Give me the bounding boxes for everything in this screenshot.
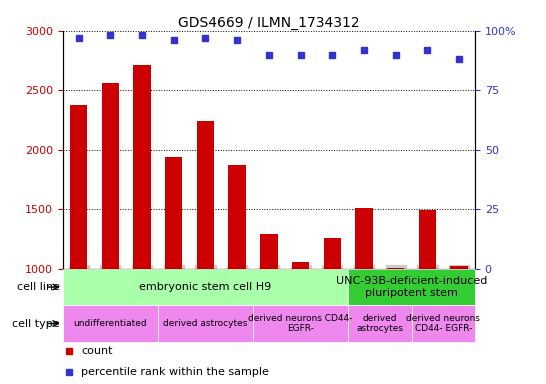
Bar bbox=[158, 305, 253, 342]
Bar bbox=[324, 238, 341, 269]
Text: count: count bbox=[81, 346, 113, 356]
Bar bbox=[355, 208, 373, 269]
Bar bbox=[253, 305, 348, 342]
Text: cell type: cell type bbox=[13, 318, 60, 329]
Text: percentile rank within the sample: percentile rank within the sample bbox=[81, 367, 269, 377]
Bar bbox=[292, 262, 310, 269]
Bar bbox=[70, 104, 87, 269]
Bar bbox=[450, 266, 468, 269]
Bar bbox=[165, 157, 182, 269]
Bar bbox=[387, 268, 405, 269]
Bar bbox=[102, 83, 119, 269]
Bar bbox=[197, 121, 214, 269]
Text: derived neurons CD44-
EGFR-: derived neurons CD44- EGFR- bbox=[248, 314, 353, 333]
Bar bbox=[63, 269, 348, 305]
Text: derived neurons
CD44- EGFR-: derived neurons CD44- EGFR- bbox=[406, 314, 480, 333]
Text: embryonic stem cell H9: embryonic stem cell H9 bbox=[139, 282, 271, 292]
Bar bbox=[419, 210, 436, 269]
Text: cell line: cell line bbox=[17, 282, 60, 292]
Text: derived astrocytes: derived astrocytes bbox=[163, 319, 248, 328]
Bar bbox=[412, 305, 475, 342]
Title: GDS4669 / ILMN_1734312: GDS4669 / ILMN_1734312 bbox=[178, 16, 360, 30]
Bar bbox=[63, 305, 158, 342]
Text: UNC-93B-deficient-induced
pluripotent stem: UNC-93B-deficient-induced pluripotent st… bbox=[336, 276, 487, 298]
Text: derived
astrocytes: derived astrocytes bbox=[357, 314, 403, 333]
Bar bbox=[133, 65, 151, 269]
Text: undifferentiated: undifferentiated bbox=[74, 319, 147, 328]
Bar bbox=[348, 269, 475, 305]
Bar bbox=[260, 234, 277, 269]
Bar bbox=[348, 305, 412, 342]
Bar bbox=[228, 165, 246, 269]
